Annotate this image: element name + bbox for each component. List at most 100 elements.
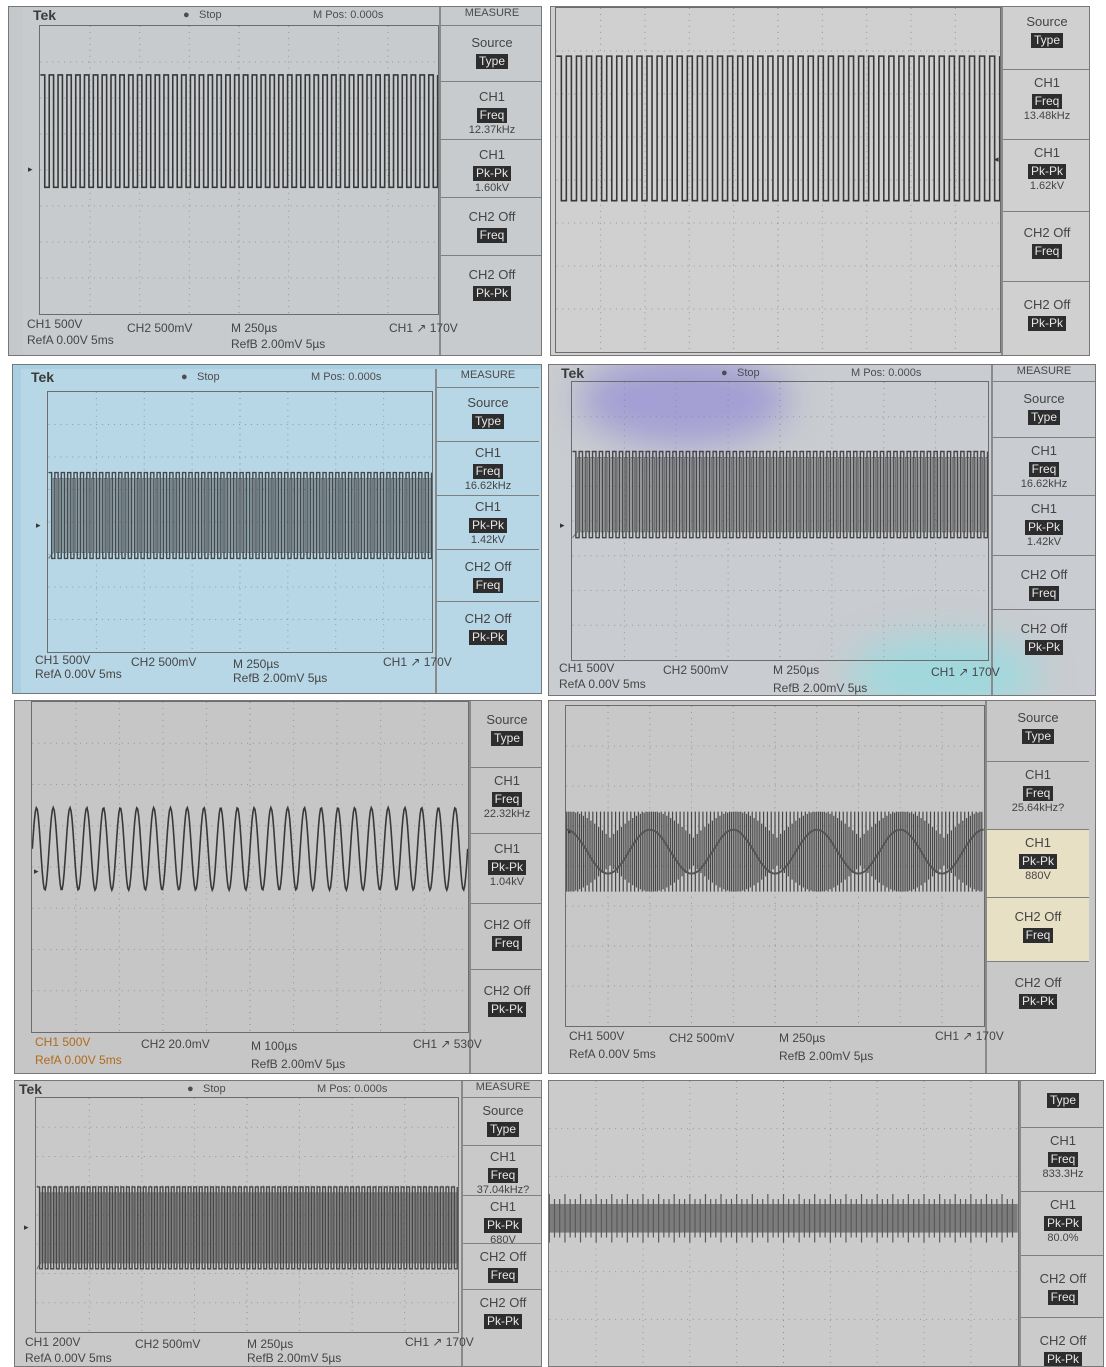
menu-button-type: Type <box>1046 1093 1079 1108</box>
trigger-marker-icon: ▸ <box>24 1222 29 1232</box>
ref-b-label: RefB 2.00mV 5µs <box>773 681 868 695</box>
menu-button-source[interactable]: Source Type <box>463 1097 541 1145</box>
trigger-marker-icon: ▸ <box>560 520 565 530</box>
menu-button-ch2-freq[interactable]: CH2 Off Freq <box>987 897 1089 961</box>
waveform-line <box>40 74 438 189</box>
menu-button-ch2-freq[interactable]: CH2 Off Freq <box>1021 1255 1103 1317</box>
ch2-scale-label: CH2 500mV <box>127 321 193 335</box>
ch2-scale-label: CH2 20.0mV <box>141 1037 210 1051</box>
menu-button-value: 1.42kV <box>1026 536 1062 548</box>
menu-button-source[interactable]: Source Type <box>993 381 1095 437</box>
menu-button-ch1-pkpk[interactable]: CH1 Pk-Pk 1.42kV <box>437 495 539 549</box>
menu-button-ch1-pkpk[interactable]: CH1 Pk-Pk 1.60kV <box>441 139 541 197</box>
menu-button-ch2-pkpk[interactable]: CH2 Off Pk-Pk <box>987 961 1089 1027</box>
menu-button-label: CH2 Off <box>1023 225 1071 240</box>
menu-button-label: CH2 Off <box>1020 567 1068 582</box>
ref-a-label: RefA 0.00V 5ms <box>35 1053 122 1067</box>
menu-button-ch1-freq[interactable]: CH1 Freq 12.37kHz <box>441 81 541 139</box>
menu-button-label: CH2 Off <box>479 1295 527 1310</box>
menu-button-ch1-freq[interactable]: CH1 Freq 16.62kHz <box>993 437 1095 495</box>
menu-button-type: Freq <box>487 1268 519 1283</box>
menu-button-ch2-pkpk[interactable]: CH2 Off Pk-Pk <box>1021 1317 1103 1366</box>
menu-button-ch1-pkpk[interactable]: CH1 Pk-Pk 880V <box>987 829 1089 897</box>
menu-button-ch2-pkpk[interactable]: CH2 Off Pk-Pk <box>437 601 539 653</box>
menu-button-ch2-pkpk[interactable]: CH2 Off Pk-Pk <box>993 609 1095 663</box>
menu-button-ch1-pkpk[interactable]: CH1 Pk-Pk 1.62kV <box>1003 139 1089 211</box>
menu-button-ch1-pkpk[interactable]: CH1 Pk-Pk 1.04kV <box>471 833 541 903</box>
menu-button-ch2-freq[interactable]: CH2 Off Freq <box>463 1243 541 1289</box>
menu-button-ch1-freq[interactable]: CH1 Freq 37.04kHz? <box>463 1145 541 1196</box>
ref-b-label: RefB 2.00mV 5µs <box>231 337 326 351</box>
menu-title: MEASURE <box>475 1081 531 1093</box>
menu-button-source[interactable]: Source Type <box>441 25 541 81</box>
menu-button-ch2-pkpk[interactable]: CH2 Off Pk-Pk <box>1003 281 1089 355</box>
menu-button-ch1-pkpk[interactable]: CH1 Pk-Pk 1.42kV <box>993 495 1095 555</box>
scope-screen: ◂ Source Type CH1 Freq 13.48kHz CH1 Pk-Pk 1.6… <box>551 7 1089 355</box>
menu-button-ch2-pkpk[interactable]: CH2 Off Pk-Pk <box>471 969 541 1033</box>
menu-button-label: CH1 <box>1049 1133 1076 1148</box>
waveform-trace <box>48 392 432 652</box>
menu-button-source[interactable]: Source Type <box>471 701 541 767</box>
waveform-line <box>48 478 432 559</box>
menu-button-ch1-freq[interactable]: CH1 Freq 833.3Hz <box>1021 1127 1103 1191</box>
menu-button-type: Pk-Pk <box>468 518 507 533</box>
menu-button-ch1-pkpk[interactable]: CH1 Pk-Pk 680V <box>463 1195 541 1246</box>
menu-button-type: Pk-Pk <box>487 1002 526 1017</box>
menu-button-type: Pk-Pk <box>483 1314 522 1329</box>
run-state-label: Stop <box>737 367 760 379</box>
trigger-marker-icon: ▸ <box>36 520 41 530</box>
menu-button-ch1-pkpk[interactable]: CH1 Pk-Pk 80.0% <box>1021 1191 1103 1255</box>
waveform-line <box>572 456 988 539</box>
menu-button-type: Type <box>1027 410 1060 425</box>
menu-button-type: Freq <box>1031 244 1063 259</box>
menu-button-value: 833.3Hz <box>1042 1168 1084 1180</box>
run-state-label: Stop <box>197 371 220 383</box>
scope-screen: Tek ● Stop M Pos: 0.000s ▸ MEASURE Sourc… <box>23 7 541 355</box>
menu-button-source[interactable]: Source Type <box>437 387 539 441</box>
menu-button-ch1-freq[interactable]: CH1 Freq 25.64kHz? <box>987 761 1089 829</box>
menu-button-ch1-freq[interactable]: CH1 Freq 13.48kHz <box>1003 69 1089 139</box>
waveform-line <box>556 55 1000 202</box>
menu-button-type: Freq <box>491 792 523 807</box>
menu-button-source[interactable]: Source Type <box>987 701 1089 761</box>
menu-button-label: CH2 Off <box>1023 297 1071 312</box>
trigger-marker-icon: ◂ <box>994 154 999 164</box>
menu-button-ch1-freq[interactable]: CH1 Freq 22.32kHz <box>471 767 541 833</box>
menu-button-ch2-pkpk[interactable]: CH2 Off Pk-Pk <box>441 255 541 313</box>
waveform-graticule <box>549 1081 1019 1366</box>
menu-button-ch2-freq[interactable]: CH2 Off Freq <box>437 549 539 601</box>
menu-button-type: Pk-Pk <box>487 860 526 875</box>
menu-button-source[interactable]: Source Type <box>1003 7 1089 69</box>
measure-menu: MEASURE Source Type CH1 Freq 16.62kHz CH1 Pk… <box>435 369 539 693</box>
waveform-trace <box>40 26 438 314</box>
menu-button-label: Source <box>482 1103 524 1118</box>
menu-button-ch1-freq[interactable]: CH1 Freq 16.62kHz <box>437 441 539 495</box>
menu-button-ch2-freq[interactable]: CH2 Off Freq <box>441 197 541 255</box>
menu-button-source[interactable]: Type <box>1021 1081 1103 1127</box>
waveform-graticule: ▸ <box>560 381 989 661</box>
measure-menu: MEASURE Source Type CH1 Freq 37.04kHz? CH1 P… <box>461 1081 541 1366</box>
waveform-line <box>36 1186 458 1270</box>
menu-button-type: Freq <box>1047 1152 1079 1167</box>
menu-button-type: Pk-Pk <box>1027 316 1066 331</box>
menu-button-label: CH2 Off <box>464 559 512 574</box>
status-bar: CH1 500V CH2 20.0mV M 100µs CH1 ↗ 530V R… <box>15 1035 541 1073</box>
menu-button-value: 1.04kV <box>489 876 525 888</box>
menu-button-type: Freq <box>1022 786 1054 801</box>
run-state-label: Stop <box>203 1083 226 1095</box>
menu-button-ch2-pkpk[interactable]: CH2 Off Pk-Pk <box>463 1289 541 1335</box>
ch1-scale-label: CH1 500V <box>559 661 615 675</box>
scope-screen: ▸ Source Type CH1 Freq 25.64kHz? CH1 Pk-Pk 88… <box>549 701 1095 1073</box>
menu-button-label: Source <box>1017 710 1059 725</box>
m-pos-label: M Pos: 0.000s <box>851 367 922 379</box>
timebase-label: M 250µs <box>231 321 278 335</box>
menu-button-type: Freq <box>472 578 504 593</box>
ref-a-label: RefA 0.00V 5ms <box>25 1351 112 1365</box>
menu-button-ch2-freq[interactable]: CH2 Off Freq <box>471 903 541 969</box>
menu-button-ch2-freq[interactable]: CH2 Off Freq <box>993 555 1095 609</box>
menu-button-ch2-freq[interactable]: CH2 Off Freq <box>1003 211 1089 281</box>
menu-button-value: 1.62kV <box>1029 180 1065 192</box>
menu-button-type: Freq <box>1028 586 1060 601</box>
menu-button-label: Source <box>471 35 513 50</box>
status-bar: CH1 500V CH2 500mV M 250µs CH1 ↗ 170V Re… <box>23 317 541 355</box>
